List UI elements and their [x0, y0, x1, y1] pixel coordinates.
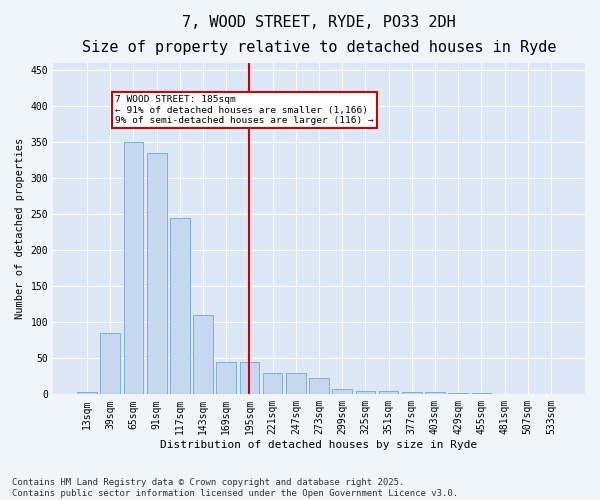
Bar — [147, 153, 167, 394]
Bar — [170, 218, 190, 394]
Bar — [356, 390, 375, 394]
Bar — [217, 362, 236, 394]
Y-axis label: Number of detached properties: Number of detached properties — [15, 138, 25, 319]
Bar — [448, 393, 468, 394]
Bar — [100, 333, 120, 394]
Bar — [77, 392, 97, 394]
Bar — [124, 142, 143, 395]
Bar — [332, 390, 352, 394]
Text: 7 WOOD STREET: 185sqm
← 91% of detached houses are smaller (1,166)
9% of semi-de: 7 WOOD STREET: 185sqm ← 91% of detached … — [115, 95, 374, 125]
Bar — [402, 392, 422, 394]
Bar — [309, 378, 329, 394]
Bar — [379, 390, 398, 394]
X-axis label: Distribution of detached houses by size in Ryde: Distribution of detached houses by size … — [160, 440, 478, 450]
Bar — [472, 393, 491, 394]
Bar — [263, 372, 283, 394]
Bar — [425, 392, 445, 394]
Bar — [193, 315, 213, 394]
Bar — [286, 372, 305, 394]
Bar — [239, 362, 259, 394]
Text: Contains HM Land Registry data © Crown copyright and database right 2025.
Contai: Contains HM Land Registry data © Crown c… — [12, 478, 458, 498]
Title: 7, WOOD STREET, RYDE, PO33 2DH
Size of property relative to detached houses in R: 7, WOOD STREET, RYDE, PO33 2DH Size of p… — [82, 15, 556, 54]
